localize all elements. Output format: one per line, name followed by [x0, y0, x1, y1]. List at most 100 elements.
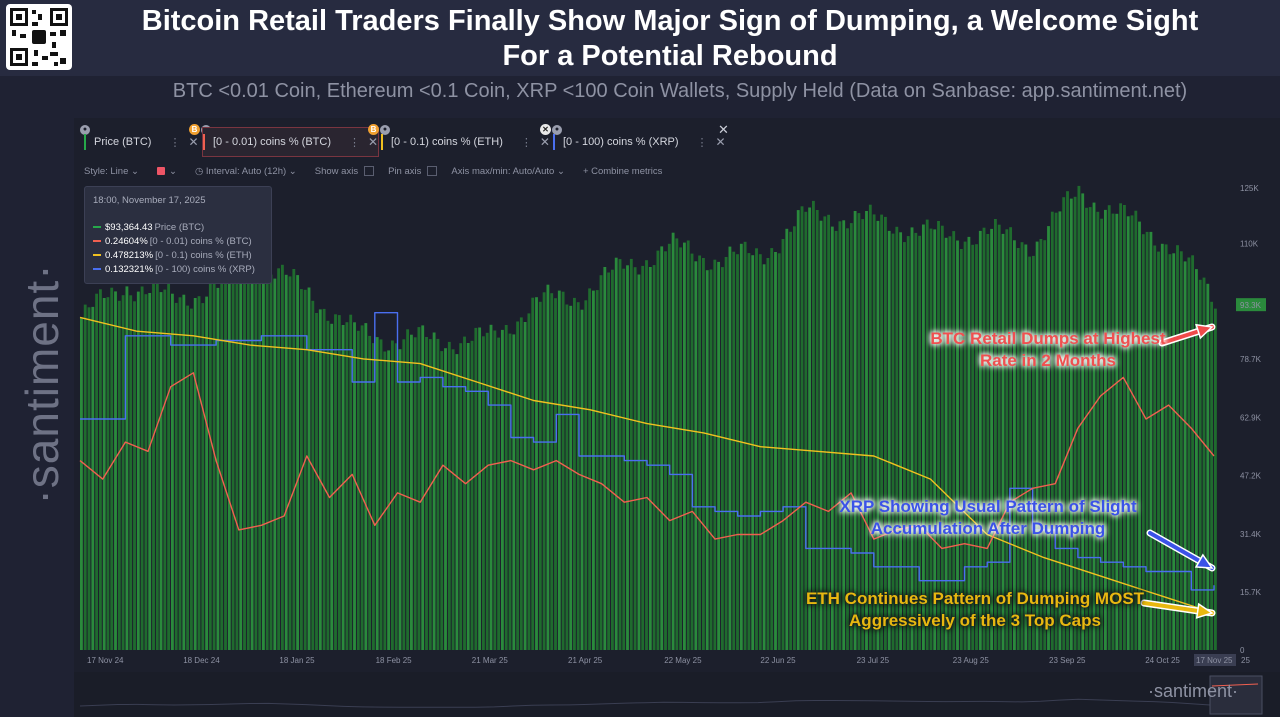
price-bar: [1153, 245, 1157, 650]
price-bar: [136, 291, 140, 650]
price-bar: [774, 252, 777, 650]
close-icon[interactable]: ✕: [718, 122, 729, 137]
metric-color-bar: [553, 134, 555, 150]
remove-metric-icon[interactable]: ✕: [539, 135, 550, 149]
metric-chip-price[interactable]: Price (BTC) ⋮ ✕: [84, 127, 199, 157]
price-bar: [1202, 277, 1206, 650]
price-bar: [91, 306, 95, 650]
price-bar: [880, 214, 884, 650]
price-bar: [603, 267, 607, 650]
show-axis-checkbox[interactable]: [364, 166, 375, 176]
price-bar: [345, 322, 349, 650]
price-bar: [959, 249, 963, 650]
style-select[interactable]: Style: Line ⌄: [84, 165, 139, 177]
price-bar: [497, 337, 501, 650]
price-bar: [451, 349, 455, 650]
show-axis-toggle[interactable]: Show axis: [315, 166, 358, 177]
price-bar: [1111, 213, 1115, 650]
price-bar: [633, 267, 637, 650]
metric-chip-eth-retail[interactable]: [0 - 0.1) coins % (ETH) ⋮ ✕: [381, 127, 550, 157]
price-bar: [607, 272, 611, 650]
x-tick-label: 18 Jan 25: [279, 656, 315, 665]
color-select[interactable]: ⌄: [156, 166, 177, 177]
axis-maxmin-label: Axis max/min: Auto/Auto: [451, 165, 555, 177]
price-bar: [277, 268, 281, 650]
header-bar: Bitcoin Retail Traders Finally Show Majo…: [0, 0, 1280, 76]
annotation-arrows: [1140, 323, 1216, 619]
price-bar: [1096, 211, 1100, 651]
price-bar: [220, 276, 224, 650]
price-bar: [834, 230, 838, 650]
price-bar: [796, 210, 800, 650]
price-bar: [724, 257, 728, 650]
price-bar: [523, 322, 527, 650]
price-bar: [106, 297, 110, 650]
price-bar: [1066, 191, 1069, 650]
arrow-eth-head: [1195, 602, 1214, 619]
price-bar: [398, 349, 402, 650]
price-bar: [906, 236, 910, 650]
qr-code-icon: [10, 8, 68, 66]
price-bar: [808, 207, 812, 650]
axis-maxmin-select[interactable]: Axis max/min: Auto/Auto ⌄: [451, 165, 565, 177]
y-tick-label: 15.7K: [1240, 588, 1262, 597]
price-bar: [474, 327, 478, 650]
price-bar: [766, 258, 770, 650]
price-bar: [114, 291, 117, 650]
price-bar: [421, 325, 425, 650]
more-icon[interactable]: ⋮: [348, 136, 360, 149]
price-bar: [307, 287, 311, 650]
price-bar: [940, 225, 944, 650]
price-bar: [224, 268, 227, 650]
price-bar: [743, 241, 747, 651]
price-bar: [671, 232, 675, 650]
price-bar: [1134, 210, 1138, 650]
x-tick-label: 23 Jul 25: [857, 656, 890, 665]
price-bar: [584, 300, 588, 650]
price-bar: [641, 265, 645, 650]
price-bar: [546, 284, 550, 650]
price-bar: [1005, 229, 1009, 651]
remove-metric-icon[interactable]: ✕: [188, 135, 199, 149]
annotation-btc: BTC Retail Dumps at Highest Rate in 2 Mo…: [930, 329, 1166, 370]
price-current-badge: [1236, 298, 1266, 312]
price-bar: [410, 334, 413, 650]
more-icon[interactable]: ⋮: [520, 136, 532, 149]
interval-select[interactable]: ◷ Interval: Auto (12h) ⌄: [194, 165, 297, 177]
price-bar: [986, 234, 990, 650]
price-bar: [284, 274, 288, 650]
price-bar: [516, 321, 520, 650]
price-bar: [432, 332, 436, 650]
price-bar: [1157, 251, 1160, 650]
price-bar: [588, 288, 592, 650]
price-bar: [262, 274, 265, 650]
price-bar: [1100, 218, 1104, 650]
price-bar: [326, 320, 330, 650]
price-bar: [1206, 283, 1210, 650]
pin-axis-toggle[interactable]: Pin axis: [388, 166, 421, 177]
price-bar: [1001, 233, 1005, 650]
pin-axis-checkbox[interactable]: [427, 166, 438, 176]
combine-metrics-button[interactable]: + Combine metrics: [583, 166, 662, 177]
price-bar: [1032, 255, 1035, 650]
tooltip-value: $93,364.43: [105, 221, 153, 233]
price-bar: [1123, 205, 1126, 650]
price-bar: [1172, 253, 1176, 651]
price-bar: [705, 270, 709, 650]
more-icon[interactable]: ⋮: [696, 136, 708, 149]
metric-chip-xrp-retail[interactable]: [0 - 100) coins % (XRP) ⋮ ✕: [553, 127, 726, 157]
more-icon[interactable]: ⋮: [169, 136, 181, 149]
price-bar: [1013, 240, 1016, 651]
price-bar: [273, 278, 277, 650]
price-bar: [212, 283, 216, 650]
price-bar: [990, 228, 994, 650]
remove-metric-icon[interactable]: ✕: [715, 135, 726, 149]
price-bar: [125, 286, 129, 650]
price-bar: [648, 267, 652, 650]
price-bar: [208, 283, 212, 650]
price-bar: [629, 258, 633, 650]
range-navigator[interactable]: [74, 672, 1280, 717]
remove-metric-icon[interactable]: ✕: [367, 135, 379, 149]
price-bar: [664, 251, 667, 651]
metric-chip-btc-retail[interactable]: [0 - 0.01) coins % (BTC) ⋮ ✕: [202, 127, 380, 157]
